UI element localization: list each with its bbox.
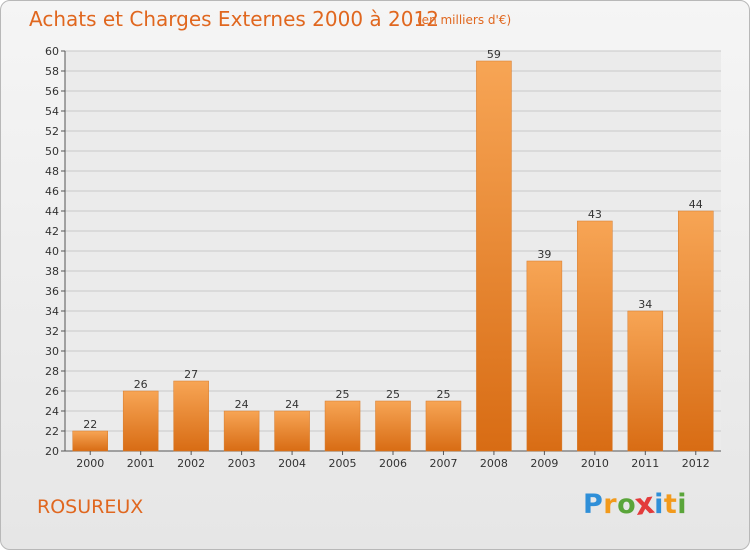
commune-name: ROSUREUX: [37, 496, 144, 518]
y-tick-label: 54: [45, 105, 59, 118]
y-tick-label: 30: [45, 345, 59, 358]
bar: [526, 260, 563, 452]
bar: [324, 400, 361, 452]
y-tick-label: 56: [45, 85, 59, 98]
x-tick-label: 2007: [429, 457, 457, 470]
y-tick-label: 46: [45, 185, 59, 198]
bar: [223, 410, 260, 452]
x-tick-label: 2012: [682, 457, 710, 470]
logo-letter: i: [654, 489, 664, 520]
bar: [627, 310, 664, 452]
x-tick-label: 2003: [228, 457, 256, 470]
bar: [274, 410, 310, 452]
y-tick-label: 44: [45, 205, 59, 218]
chart-title: Achats et Charges Externes 2000 à 2012: [29, 7, 439, 31]
x-tick-label: 2004: [278, 457, 306, 470]
x-tick-label: 2002: [177, 457, 205, 470]
logo-letter: P: [583, 489, 604, 520]
x-tick-label: 2010: [581, 457, 609, 470]
logo-letter: o: [617, 489, 637, 520]
bar: [122, 390, 159, 452]
y-tick-label: 40: [45, 245, 59, 258]
y-tick-label: 32: [45, 325, 59, 338]
data-label: 25: [436, 388, 450, 401]
y-tick-label: 38: [45, 265, 59, 278]
bar: [173, 380, 209, 452]
logo-letter: t: [663, 489, 678, 520]
logo-letter: r: [603, 489, 618, 520]
x-tick-label: 2009: [530, 457, 558, 470]
y-tick-label: 42: [45, 225, 59, 238]
x-tick-label: 2005: [329, 457, 357, 470]
y-tick-label: 60: [45, 45, 59, 58]
proxiti-logo: Proxiti: [583, 486, 688, 523]
y-tick-label: 36: [45, 285, 59, 298]
data-label: 26: [134, 378, 148, 391]
x-tick-label: 2000: [76, 457, 104, 470]
data-label: 24: [285, 398, 299, 411]
data-label: 24: [235, 398, 249, 411]
y-tick-label: 58: [45, 65, 59, 78]
x-tick-label: 2001: [127, 457, 155, 470]
bar: [425, 400, 462, 452]
data-label: 27: [184, 368, 198, 381]
data-label: 59: [487, 48, 501, 61]
data-label: 25: [336, 388, 350, 401]
data-label: 39: [537, 248, 551, 261]
bar: [577, 220, 613, 452]
y-tick-label: 50: [45, 145, 59, 158]
bar: [678, 210, 714, 452]
y-tick-label: 52: [45, 125, 59, 138]
data-label: 43: [588, 208, 602, 221]
data-label: 22: [83, 418, 97, 431]
bar: [476, 60, 512, 452]
x-tick-label: 2006: [379, 457, 407, 470]
y-tick-label: 48: [45, 165, 59, 178]
y-tick-label: 22: [45, 425, 59, 438]
logo-letter: i: [677, 489, 688, 520]
data-label: 34: [638, 298, 652, 311]
y-tick-label: 20: [45, 445, 59, 458]
bar: [375, 400, 411, 452]
x-tick-label: 2011: [631, 457, 659, 470]
x-tick-label: 2008: [480, 457, 508, 470]
chart-subtitle: (en milliers d'€): [417, 13, 512, 27]
y-tick-label: 26: [45, 385, 59, 398]
y-tick-label: 24: [45, 405, 59, 418]
bar: [72, 430, 108, 452]
data-label: 44: [689, 198, 703, 211]
y-tick-label: 28: [45, 365, 59, 378]
y-tick-label: 34: [45, 305, 59, 318]
data-label: 25: [386, 388, 400, 401]
